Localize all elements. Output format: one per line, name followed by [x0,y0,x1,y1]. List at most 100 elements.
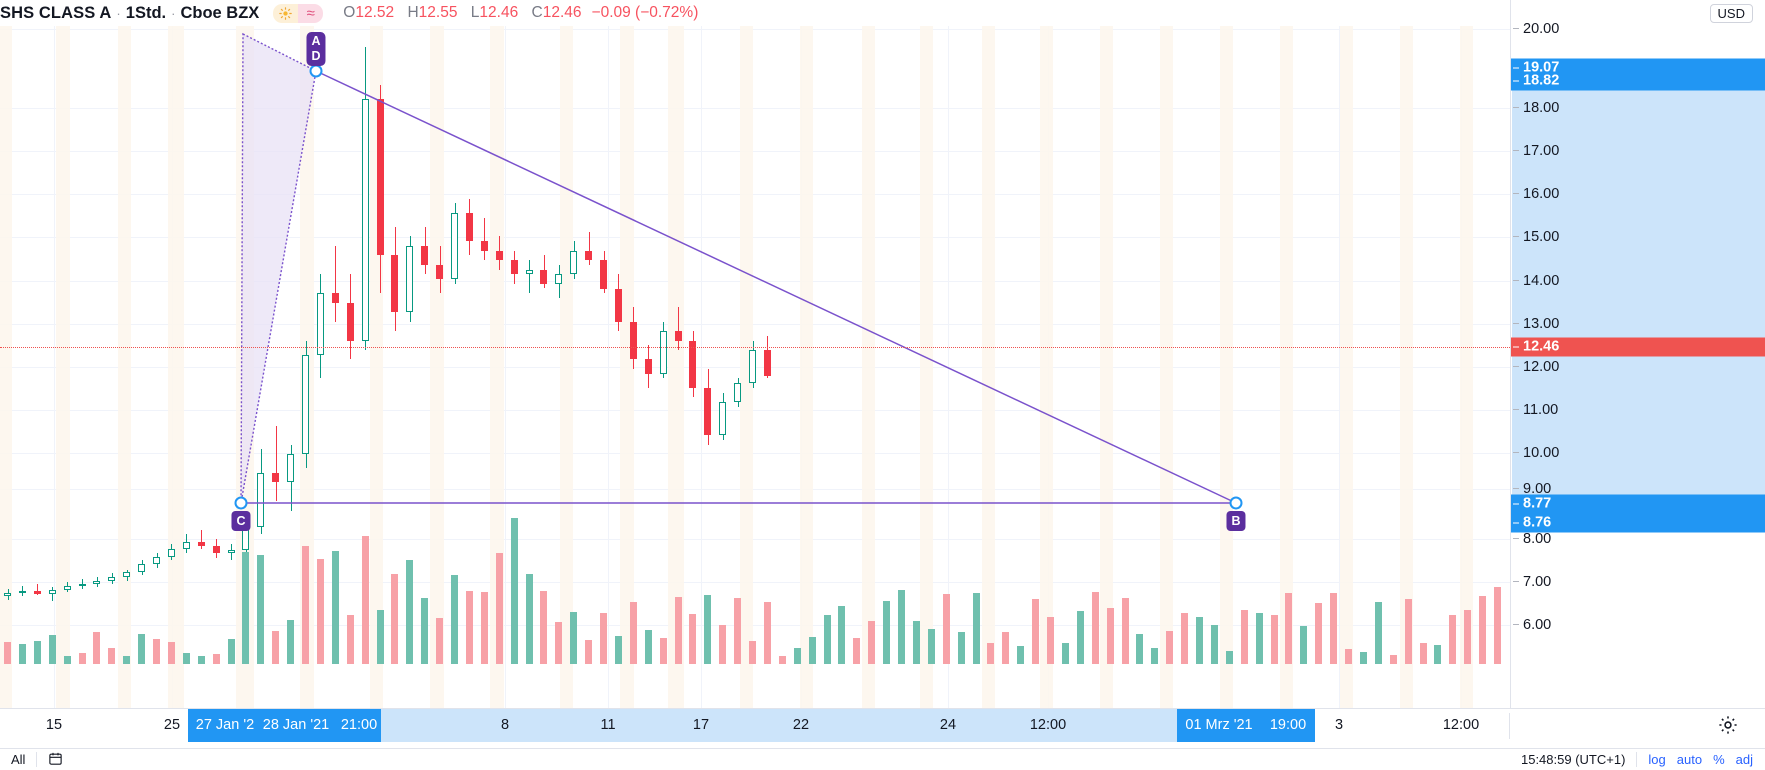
price-marker-label[interactable]: 18.82 [1511,71,1765,91]
volume-bar [1255,613,1263,664]
candle-body [257,472,265,528]
price-tick-label: 11.00 [1523,402,1559,418]
volume-bar [763,601,771,664]
volume-bar [1225,650,1233,664]
time-scale[interactable]: 15 25 8 11 17 22 24 12:00 3 12:00 27 Jan '21 28 Jan… [0,708,1765,748]
volume-bar [123,656,131,664]
candle-body [18,591,26,594]
price-tick: 10.00 [1511,445,1765,461]
bottombar-divider-1 [36,752,38,767]
clock-and-scale-options: 15:48:59 (UTC+1) log auto % adj [1521,752,1765,767]
volume-bar [376,610,384,664]
volume-bar [78,652,86,664]
session-band [430,26,444,708]
calendar-button[interactable] [37,749,74,770]
volume-bar [1464,609,1472,664]
price-tick-label: 15.00 [1523,229,1560,245]
candle-body [153,557,160,564]
interval-label[interactable]: 1Std. [125,3,167,22]
grid-line-vertical [608,26,609,708]
bottom-status-bar: All 15:48:59 (UTC+1) log auto % adj [0,748,1765,770]
candle-body [421,245,429,265]
volume-bar [1434,644,1442,664]
price-tick-label: 13.00 [1523,316,1560,332]
currency-badge[interactable]: USD [1709,4,1753,23]
volume-bar [1196,617,1203,664]
volume-bar [1032,598,1040,664]
volume-bar [1210,624,1218,664]
range-selector[interactable]: All [0,749,36,770]
adj-toggle[interactable]: adj [1735,752,1753,767]
candle-body [465,212,473,242]
volume-bar [33,640,41,664]
price-marker-label[interactable]: 8.76 [1511,513,1765,533]
price-tick-label: 8.76 [1523,514,1552,531]
volume-bar [108,648,116,664]
candle-body [138,563,146,573]
time-marker-chip[interactable]: 28 Jan '21 [255,709,337,742]
price-tick: 15.00 [1511,229,1765,245]
volume-bar [525,573,533,664]
candle-body [614,288,622,322]
last-price-line [0,347,1510,348]
price-tick-label: 7.00 [1523,574,1552,590]
price-tick: 8.00 [1511,531,1765,547]
symbol-name[interactable]: SHS CLASS A [0,3,112,22]
exchange-label[interactable]: Cboe BZX [180,3,260,22]
grid-line-vertical [1339,26,1340,708]
calendar-icon[interactable] [48,751,63,769]
volume-bar [495,553,503,664]
price-plot[interactable] [0,26,1510,708]
session-band [1100,26,1113,708]
time-marker-chip[interactable]: 01 Mrz '21 [1177,709,1261,742]
log-scale-toggle[interactable]: log [1648,752,1666,767]
price-scale[interactable]: USD 20.00 19.07 18.82 18.00 17.00 16.00 15.00 1… [1510,0,1765,708]
volume-bar [987,643,995,664]
session-band [1340,26,1353,708]
price-tick: 14.00 [1511,273,1765,289]
candle-body [48,590,56,595]
volume-bar [361,536,369,664]
candle-body [406,245,414,313]
sun-icon[interactable] [273,3,299,23]
session-band [1400,26,1413,708]
range-all-label[interactable]: All [11,752,26,767]
price-marker-label[interactable]: 8.77 [1511,494,1765,514]
volume-bar [1359,651,1367,664]
change-value: −0.09 (−0.72%) [591,4,699,21]
candle-wick [529,260,530,294]
volume-bar [242,552,250,664]
volume-bar [197,656,205,664]
candle-body [719,402,727,436]
volume-bar [808,636,816,664]
candle-body [525,269,533,275]
time-marker-chip[interactable]: 21:00 [337,709,381,742]
volume-bar [1330,593,1338,664]
candle-body [93,580,101,585]
wave-icon[interactable]: ≈ [298,3,324,23]
time-marker-chip[interactable]: 19:00 [1261,709,1315,742]
volume-bar [1061,643,1069,664]
grid-line-vertical [54,26,55,708]
session-band [168,26,184,708]
price-tick-label: 17.00 [1523,143,1560,159]
volume-bar [883,600,891,664]
volume-bar [1017,646,1025,664]
volume-bar [1002,632,1010,664]
volume-bar [1166,631,1174,664]
percent-scale-toggle[interactable]: % [1713,752,1725,767]
volume-bar [167,641,175,664]
last-price-label[interactable]: 12.46 [1511,337,1765,357]
volume-bar [272,630,280,664]
auto-scale-toggle[interactable]: auto [1676,752,1703,767]
time-tick-label: 24 [939,717,957,733]
candle-body [302,354,309,455]
price-tick-label: 14.00 [1523,273,1560,289]
volume-bar [1300,625,1308,664]
volume-bar [659,638,667,664]
gear-icon[interactable] [1717,714,1739,736]
volume-bar [4,642,11,664]
price-tick: 7.00 [1511,574,1765,590]
volume-bar [63,656,71,664]
